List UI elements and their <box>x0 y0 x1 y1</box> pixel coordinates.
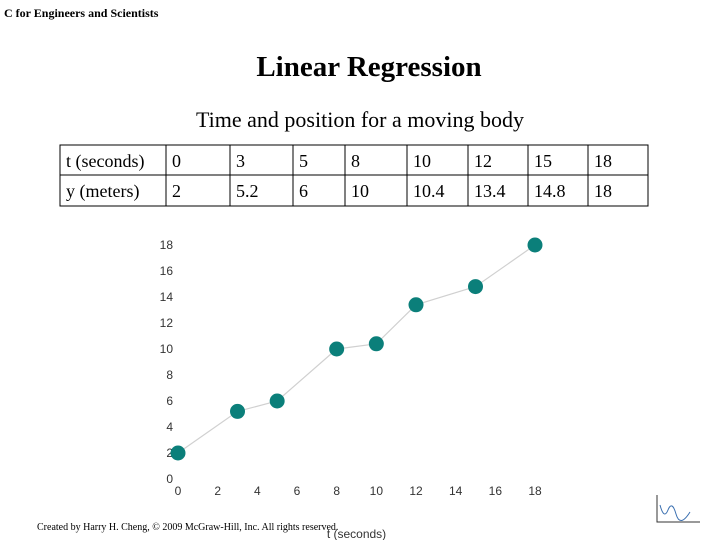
table-cell: 15 <box>534 151 552 171</box>
data-point <box>527 237 543 253</box>
y-tick-label: 2 <box>166 446 173 460</box>
table-cell: 5.2 <box>236 181 259 201</box>
course-header: C for Engineers and Scientists <box>4 6 159 20</box>
data-point <box>269 393 285 409</box>
x-tick-label: 18 <box>528 484 542 498</box>
x-tick-label: 12 <box>409 484 423 498</box>
x-tick-label: 4 <box>254 484 261 498</box>
table-cell: y (meters) <box>66 181 139 202</box>
table-cell: 8 <box>351 151 360 171</box>
y-tick-label: 10 <box>160 342 174 356</box>
subtitle: Time and position for a moving body <box>196 107 524 132</box>
footer: Created by Harry H. Cheng, © 2009 McGraw… <box>37 522 338 533</box>
x-tick-label: 2 <box>214 484 221 498</box>
table-cell: t (seconds) <box>66 151 144 172</box>
table-cell: 10 <box>413 151 431 171</box>
x-tick-label: 10 <box>370 484 384 498</box>
y-tick-label: 12 <box>160 316 174 330</box>
x-tick-label: 14 <box>449 484 463 498</box>
data-point <box>408 297 424 313</box>
data-point <box>230 403 245 419</box>
logo <box>656 495 700 523</box>
data-line <box>177 244 536 454</box>
y-tick-label: 16 <box>160 264 174 278</box>
x-tick-label: 0 <box>175 484 182 498</box>
data-point <box>368 336 384 352</box>
table-cell: 0 <box>172 151 181 171</box>
table-cell: 10 <box>351 181 369 201</box>
table-cell: 12 <box>474 151 492 171</box>
x-tick-label: 6 <box>294 484 301 498</box>
y-tick-label: 0 <box>166 472 173 486</box>
table-cell: 3 <box>236 151 245 171</box>
data-point <box>468 279 483 295</box>
table-cell: 10.4 <box>413 181 445 201</box>
slide-title: Linear Regression <box>256 51 481 83</box>
table-cell: 18 <box>594 151 612 171</box>
table-cell: 14.8 <box>534 181 566 201</box>
table-cell: 18 <box>594 181 612 201</box>
data-point <box>170 445 186 461</box>
x-tick-label: 8 <box>333 484 340 498</box>
data-point <box>329 341 345 357</box>
x-tick-label: 16 <box>489 484 503 498</box>
table-cell: 13.4 <box>474 181 506 201</box>
table-cell: 5 <box>299 151 308 171</box>
table-cell: 2 <box>172 181 181 201</box>
y-tick-label: 6 <box>166 394 173 408</box>
y-tick-label: 4 <box>166 420 173 434</box>
y-tick-label: 8 <box>166 368 173 382</box>
y-tick-label: 18 <box>160 238 174 252</box>
x-axis-label: t (seconds) <box>327 527 386 540</box>
table-cell: 6 <box>299 181 308 201</box>
y-tick-label: 14 <box>160 290 174 304</box>
